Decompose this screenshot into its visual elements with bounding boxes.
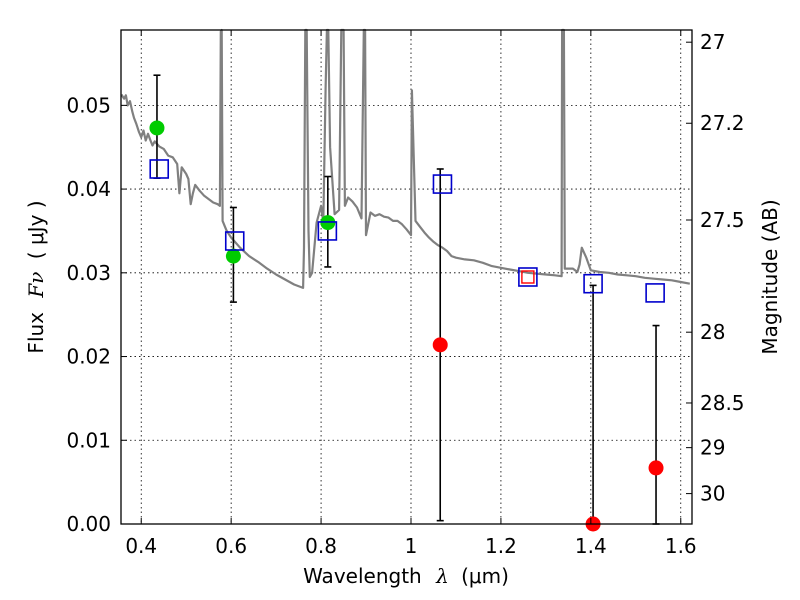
model-photometry-square bbox=[317, 221, 338, 241]
model-photometry-square bbox=[645, 283, 665, 303]
y-axis-label-text: Flux bbox=[24, 312, 48, 354]
error-bars bbox=[153, 74, 660, 525]
y-tick-label: 0.00 bbox=[66, 512, 111, 536]
model-sed-layer bbox=[120, 28, 691, 289]
x-axis-label-text: Wavelength bbox=[303, 564, 422, 588]
model-photometry-square bbox=[149, 159, 170, 179]
y-tick-label: 0.04 bbox=[66, 177, 111, 201]
x-tick-label: 1.4 bbox=[575, 534, 607, 558]
x-tick-label: 0.4 bbox=[125, 534, 157, 558]
y-axis-label: Flux Fν ( μJy ) bbox=[24, 200, 48, 353]
x-tick-label: 0.8 bbox=[305, 534, 337, 558]
x-tick-label: 1.2 bbox=[485, 534, 517, 558]
x-axis-label-unit: (μm) bbox=[461, 564, 509, 588]
plot-frame bbox=[120, 29, 693, 525]
y-tick-label: 0.02 bbox=[66, 345, 111, 369]
y-tick-label: 0.03 bbox=[66, 261, 111, 285]
upper-limit-square bbox=[521, 270, 535, 284]
x-axis-label: Wavelength λ (μm) bbox=[303, 564, 509, 588]
x-tick-label: 0.6 bbox=[215, 534, 247, 558]
model-photometry-square bbox=[432, 174, 453, 194]
magnitude-tick-label: 29 bbox=[700, 436, 725, 460]
model-photometry-square bbox=[224, 231, 245, 251]
x-tick-label: 1 bbox=[405, 534, 418, 558]
detection-point bbox=[149, 120, 165, 136]
magnitude-tick-label: 30 bbox=[700, 482, 725, 506]
magnitude-tick-label: 27 bbox=[700, 30, 725, 54]
y-axis-label-unit: ( μJy ) bbox=[24, 200, 48, 259]
magnitude-tick-label: 28 bbox=[700, 320, 725, 344]
data-points bbox=[149, 120, 665, 532]
magnitude-tick-labels: 27 27.2 27.5 28 28.5 29 30 bbox=[700, 30, 745, 505]
upper-limit-point bbox=[648, 460, 664, 476]
model-sed-line bbox=[120, 28, 691, 289]
y-axis-label-symbol: Fν bbox=[24, 272, 48, 299]
y-tick-labels: 0.00 0.01 0.02 0.03 0.04 0.05 bbox=[66, 93, 111, 536]
detection-point bbox=[225, 248, 241, 264]
x-tick-label: 1.6 bbox=[665, 534, 697, 558]
magnitude-tick-label: 28.5 bbox=[700, 391, 745, 415]
model-photometry-square bbox=[583, 273, 603, 294]
y-tick-label: 0.01 bbox=[66, 428, 111, 452]
upper-limit-point bbox=[432, 337, 448, 353]
model-photometry-square bbox=[518, 267, 538, 287]
axis-ticks bbox=[121, 30, 692, 525]
y-tick-label: 0.05 bbox=[66, 93, 111, 117]
x-tick-labels: 0.4 0.6 0.8 1 1.2 1.4 1.6 bbox=[125, 534, 696, 558]
magnitude-tick-label: 27.5 bbox=[700, 208, 745, 232]
y2-axis-label: Magnitude (AB) bbox=[758, 199, 782, 354]
x-axis-label-symbol: λ bbox=[435, 564, 449, 588]
magnitude-tick-label: 27.2 bbox=[700, 111, 745, 135]
grid-lines bbox=[121, 30, 692, 525]
